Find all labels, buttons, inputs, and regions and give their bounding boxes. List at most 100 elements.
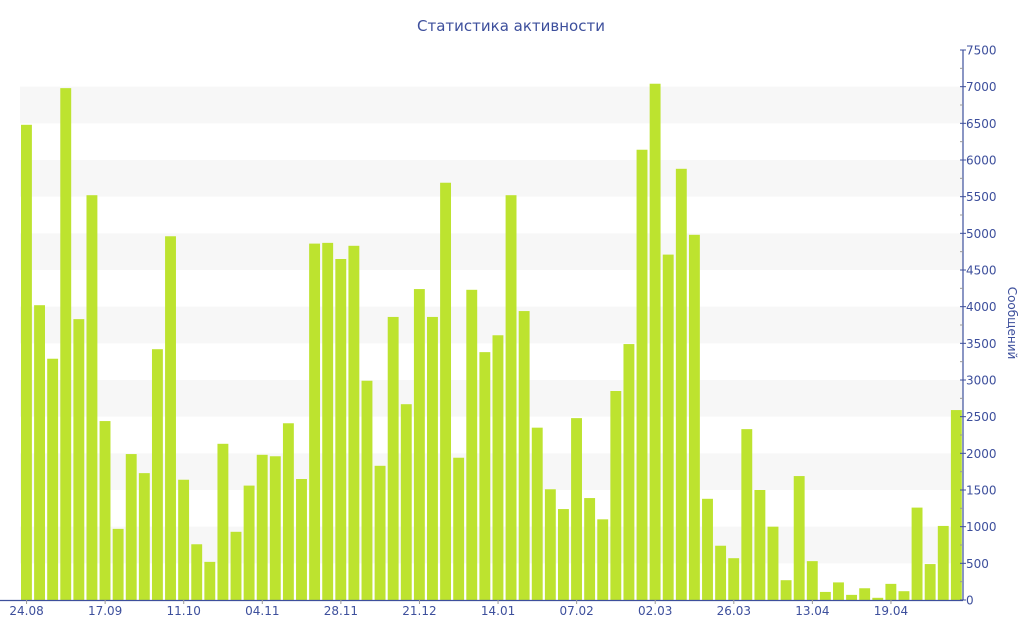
bar xyxy=(86,195,98,600)
x-tick-label: 24.08 xyxy=(9,604,43,618)
bar xyxy=(544,489,556,600)
bar xyxy=(440,182,452,600)
bar xyxy=(702,498,713,600)
y-tick-label: 5000 xyxy=(966,227,997,241)
bar xyxy=(34,305,45,600)
bar xyxy=(597,519,609,600)
y-tick-label: 6000 xyxy=(966,154,997,168)
bar xyxy=(531,427,543,600)
y-tick-label: 3000 xyxy=(966,374,997,388)
x-tick-label: 14.01 xyxy=(481,604,515,618)
bar xyxy=(741,429,753,600)
bar xyxy=(138,473,150,600)
y-tick-label: 5500 xyxy=(966,190,997,204)
bar xyxy=(649,83,661,600)
bar xyxy=(413,289,425,600)
bar xyxy=(518,311,530,600)
bar xyxy=(662,254,674,600)
x-axis: 24.08 17.09 11.10 04.11 28.11 21.12 14.01 07.02… xyxy=(0,599,963,618)
x-tick-label: 02.03 xyxy=(638,604,672,618)
x-tick-label: 26.03 xyxy=(717,604,751,618)
bar xyxy=(296,479,307,600)
bar xyxy=(859,588,871,600)
bar xyxy=(636,149,648,600)
bar xyxy=(60,88,72,600)
grid-band xyxy=(20,306,963,344)
grid-band xyxy=(20,380,963,417)
grid-bands xyxy=(20,86,963,564)
grid-band xyxy=(20,160,963,197)
y-axis: 0 500 1000 1500 2000 2500 3000 3500 4000 4500 5000… xyxy=(960,44,997,608)
bar xyxy=(309,243,321,600)
bar xyxy=(427,316,438,600)
bar xyxy=(335,259,347,600)
bar xyxy=(243,485,255,600)
y-tick-label: 1500 xyxy=(966,484,997,498)
bar xyxy=(99,421,111,600)
bar xyxy=(806,561,818,600)
y-tick-label: 1000 xyxy=(966,520,997,534)
bars xyxy=(21,83,962,601)
y-tick-label: 4000 xyxy=(966,300,997,314)
bar xyxy=(728,558,740,600)
bar xyxy=(846,594,858,600)
bar xyxy=(911,507,923,600)
y-tick-label: 3500 xyxy=(966,337,997,351)
bar xyxy=(623,344,635,600)
bar xyxy=(557,509,569,600)
bar xyxy=(872,597,884,600)
bar xyxy=(204,561,216,600)
bar xyxy=(165,236,176,600)
bar xyxy=(492,335,504,600)
grid-band xyxy=(20,86,963,124)
y-tick-label: 0 xyxy=(966,594,974,608)
bar xyxy=(571,418,582,600)
bar xyxy=(387,316,399,600)
bar xyxy=(73,319,85,600)
bar xyxy=(780,580,792,600)
bar xyxy=(400,404,412,600)
bar xyxy=(937,525,949,600)
y-tick-label: 2500 xyxy=(966,410,997,424)
y-tick-label: 4500 xyxy=(966,264,997,278)
x-tick-label: 11.10 xyxy=(167,604,201,618)
bar xyxy=(178,479,190,600)
bar xyxy=(584,498,596,600)
bar xyxy=(269,456,281,600)
bar xyxy=(715,545,727,600)
bar xyxy=(688,234,700,601)
y-tick-label: 7500 xyxy=(966,44,997,58)
y-tick-label: 6500 xyxy=(966,117,997,131)
grid-band xyxy=(20,526,963,564)
x-tick-label: 13.04 xyxy=(795,604,829,618)
y-tick-label: 500 xyxy=(966,557,989,571)
grid-band xyxy=(20,233,963,270)
bar xyxy=(151,349,163,600)
bar xyxy=(793,476,805,600)
bar xyxy=(21,124,32,601)
bar xyxy=(885,583,897,600)
bar xyxy=(754,490,766,600)
x-tick-label: 21.12 xyxy=(402,604,436,618)
bar xyxy=(479,352,491,600)
bar xyxy=(675,168,687,601)
bar xyxy=(833,582,844,600)
bar xyxy=(453,457,465,600)
bar xyxy=(348,245,360,601)
bar xyxy=(361,380,373,600)
bar xyxy=(112,528,124,600)
x-tick-label: 04.11 xyxy=(245,604,279,618)
bar xyxy=(466,289,478,600)
bar xyxy=(322,242,334,600)
bar xyxy=(282,423,294,600)
x-tick-label: 07.02 xyxy=(559,604,593,618)
y-tick-label: 2000 xyxy=(966,447,997,461)
bar xyxy=(47,358,59,600)
bar xyxy=(191,544,203,600)
chart-title: Статистика активности xyxy=(417,17,605,35)
bar xyxy=(950,410,962,600)
bar xyxy=(505,195,517,600)
bar xyxy=(767,526,779,600)
bar xyxy=(819,591,831,600)
